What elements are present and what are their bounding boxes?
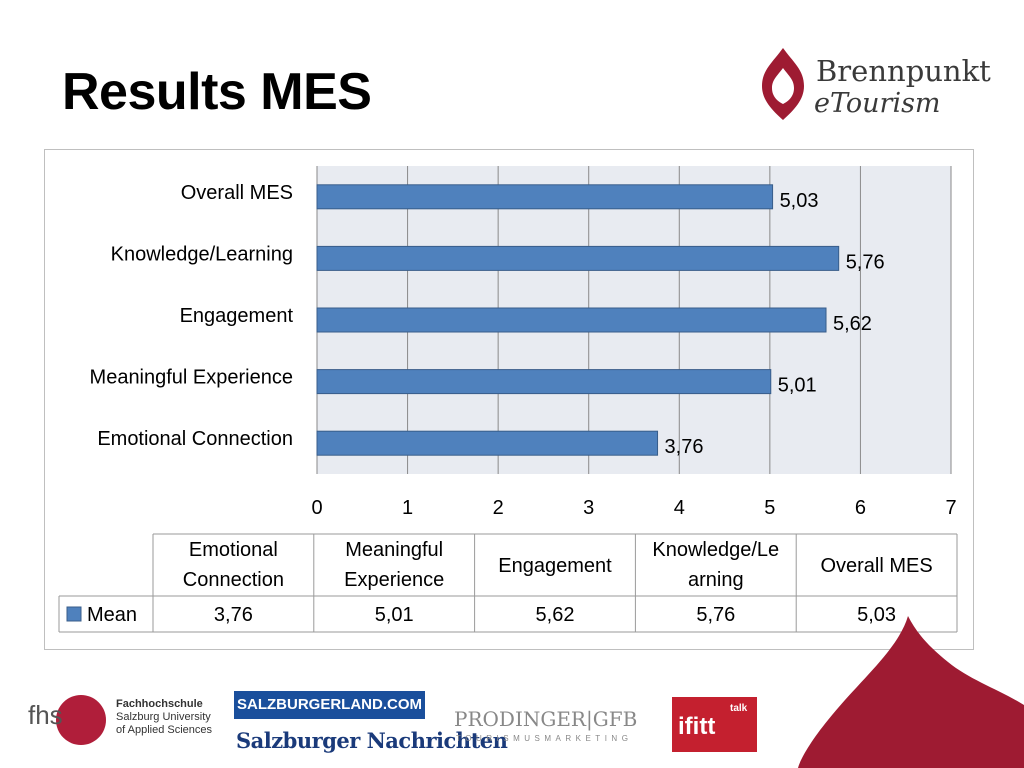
bar-value-label: 5,62 <box>833 313 872 335</box>
bar-value-label: 5,03 <box>780 190 819 212</box>
x-tick-label: 1 <box>402 497 413 519</box>
fhs-desc-line3: of Applied Sciences <box>116 724 213 736</box>
x-tick-label: 3 <box>583 497 594 519</box>
prodinger-subtitle: TOURISMUSMARKETING <box>456 734 633 743</box>
category-label: Overall MES <box>181 182 293 204</box>
x-tick-label: 5 <box>764 497 775 519</box>
ifitt-logo: ifitt talk <box>672 697 757 752</box>
bar-value-label: 5,76 <box>846 251 885 273</box>
ifitt-logo-sub: talk <box>730 703 748 714</box>
salzburger-nachrichten-logo: Salzburger Nachrichten <box>236 728 508 753</box>
chart-frame: 0 1 2 3 4 5 6 7 5,03 Overall MES 5,76 Knowledge/Lea… <box>44 149 974 650</box>
fhs-logo-text: fhs <box>28 700 63 730</box>
bar <box>316 184 774 210</box>
x-tick-label: 7 <box>945 497 956 519</box>
ifitt-logo-text: ifitt <box>678 713 716 740</box>
bar <box>316 369 772 395</box>
table-cell: 5,62 <box>536 604 575 626</box>
table-header: Emotional <box>189 539 278 561</box>
brand-name-line2: eTourism <box>814 88 941 119</box>
legend-label: Mean <box>87 604 137 626</box>
x-tick-label: 6 <box>855 497 866 519</box>
bar <box>316 430 659 456</box>
table-header: Experience <box>344 569 444 591</box>
fhs-logo-circle <box>56 695 106 745</box>
table-header: arning <box>688 569 744 591</box>
x-tick-label: 0 <box>311 497 322 519</box>
legend-swatch <box>66 606 82 622</box>
brand-name-line1: Brennpunkt <box>816 54 991 88</box>
footer-logos: fhs Fachhochschule Salzburg University o… <box>0 680 1024 768</box>
fhs-desc-line2: Salzburg University <box>116 711 211 723</box>
category-label: Meaningful Experience <box>90 367 293 389</box>
fhs-desc-line1: Fachhochschule <box>116 698 203 710</box>
table-cell: 5,01 <box>375 604 414 626</box>
bar-value-label: 3,76 <box>665 436 704 458</box>
category-label: Knowledge/Learning <box>111 243 293 265</box>
bar <box>316 245 840 271</box>
prodinger-logo: PRODINGER|GFB <box>454 707 638 731</box>
category-label: Engagement <box>180 305 294 327</box>
bar <box>316 307 827 333</box>
x-tick-label: 2 <box>493 497 504 519</box>
table-header: Meaningful <box>345 539 443 561</box>
page-title: Results MES <box>62 63 372 121</box>
decorative-flame-icon <box>798 616 1024 768</box>
salzburgerland-logo: SALZBURGERLAND.COM <box>234 691 425 719</box>
brand-logo: Brennpunkt eTourism <box>758 44 1008 124</box>
table-header: Engagement <box>498 555 612 577</box>
category-label: Emotional Connection <box>97 428 293 450</box>
bar-value-label: 5,01 <box>778 375 817 397</box>
table-cell: 5,03 <box>857 604 896 626</box>
table-cell: 3,76 <box>214 604 253 626</box>
table-header: Connection <box>183 569 284 591</box>
x-tick-label: 4 <box>674 497 685 519</box>
table-header: Overall MES <box>820 555 932 577</box>
table-header: Knowledge/Le <box>652 539 779 561</box>
table-cell: 5,76 <box>696 604 735 626</box>
flame-pin-icon <box>762 48 804 120</box>
fhs-description: Fachhochschule Salzburg University of Ap… <box>116 698 212 737</box>
